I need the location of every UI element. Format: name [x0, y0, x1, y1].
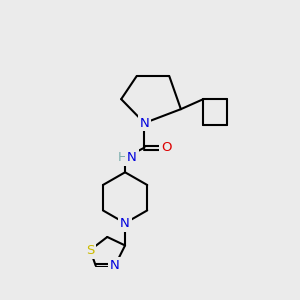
- Text: O: O: [161, 141, 171, 154]
- Text: N: N: [120, 217, 130, 230]
- Text: H: H: [117, 151, 127, 164]
- Text: N: N: [110, 259, 120, 272]
- Text: S: S: [86, 244, 94, 256]
- Text: N: N: [127, 151, 137, 164]
- Text: N: N: [140, 116, 149, 130]
